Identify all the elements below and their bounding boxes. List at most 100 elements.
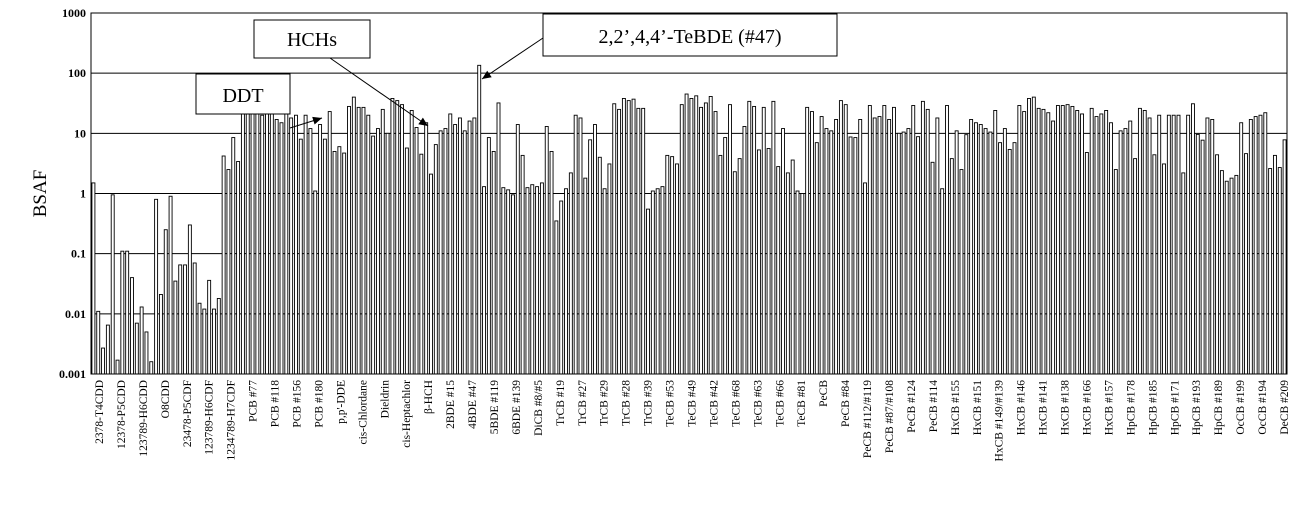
y-axis-title: BSAF: [30, 170, 51, 218]
bar: [1142, 110, 1147, 375]
bar: [139, 306, 144, 375]
x-tick-label: HxCB #141: [1038, 380, 1050, 436]
bar: [1258, 114, 1263, 375]
bar: [689, 97, 694, 375]
x-tick-label: TeCB #42: [708, 380, 720, 427]
tebde-callout-box: [542, 13, 838, 57]
bar: [675, 163, 679, 375]
bar: [694, 95, 699, 375]
bar: [202, 308, 207, 375]
x-tick-label: HpCB #193: [1191, 380, 1203, 436]
bar: [901, 131, 906, 375]
bar: [1123, 128, 1128, 375]
bar: [1200, 139, 1205, 375]
bar: [1191, 103, 1195, 375]
bar: [1027, 97, 1031, 375]
bar: [216, 298, 221, 375]
x-tick-label: β-HCH: [423, 380, 435, 414]
hchs-callout: HCHs: [253, 19, 429, 127]
bar: [761, 106, 766, 375]
bar: [361, 106, 366, 375]
bar: [385, 132, 390, 375]
bar: [723, 137, 728, 375]
bar: [732, 171, 737, 375]
bar: [130, 277, 134, 375]
x-tick-label: TrCB #27: [577, 380, 589, 426]
x-tick-label: 2378-T4CDD: [94, 380, 106, 444]
bar: [568, 172, 573, 375]
bar: [824, 128, 829, 375]
x-tick-label: HxCB #157: [1103, 380, 1115, 436]
bar: [945, 105, 949, 375]
bar: [964, 134, 969, 375]
bar: [602, 188, 607, 375]
bar: [269, 112, 274, 375]
bar: [810, 111, 814, 375]
x-tick-label: 12378-P5CDD: [116, 380, 128, 449]
bar: [477, 64, 482, 375]
tebde-callout-text: 2,2’,4,4’-TeBDE (#47): [599, 26, 782, 48]
bar: [212, 308, 216, 375]
bar: [192, 262, 197, 375]
bar: [443, 128, 448, 375]
bar: [834, 119, 839, 375]
bar: [525, 187, 530, 375]
plot-frame: [90, 12, 1288, 375]
x-tick-label: TeCB #66: [774, 380, 786, 427]
bar: [284, 110, 289, 375]
bar: [1099, 113, 1104, 375]
bar: [978, 124, 983, 375]
bar: [554, 220, 559, 375]
ddt-callout-arrowhead: [312, 116, 322, 125]
bar: [959, 169, 964, 375]
bar: [771, 100, 776, 375]
bar: [1166, 114, 1171, 375]
bar: [988, 131, 993, 375]
bar: [1022, 111, 1027, 375]
bar: [197, 302, 202, 375]
x-tick-label: PeCB: [818, 380, 830, 407]
bar: [265, 108, 269, 375]
bar: [1282, 139, 1287, 375]
bar: [376, 128, 380, 375]
x-tick-label: DeCB #209: [1279, 380, 1291, 435]
bar: [1157, 114, 1162, 375]
bar: [467, 120, 472, 375]
bar: [747, 100, 752, 375]
bar: [110, 194, 115, 375]
tebde-callout-arrow: [481, 37, 544, 80]
bar: [163, 229, 168, 375]
bar: [713, 111, 718, 375]
bar: [882, 105, 887, 375]
bar: [559, 200, 564, 375]
bar: [347, 105, 351, 375]
x-tick-label: TeCB #53: [665, 380, 677, 427]
bar: [1109, 122, 1113, 375]
bar: [993, 110, 998, 375]
x-tick-label: 6BDE #139: [511, 380, 523, 435]
bar: [115, 359, 120, 375]
bar: [843, 104, 848, 375]
y-tick-label: 0.1: [71, 247, 86, 261]
bar: [530, 184, 535, 375]
x-tick-label: 123789-H6CDD: [138, 380, 150, 457]
bar: [800, 193, 805, 375]
bar: [457, 117, 462, 375]
bar: [149, 361, 154, 375]
bar: [641, 107, 646, 375]
bar: [612, 103, 617, 375]
bar: [1084, 152, 1089, 375]
x-tick-label: Dieldrin: [379, 380, 391, 419]
bar: [453, 124, 458, 375]
x-tick-label: PCB #77: [248, 380, 260, 422]
bar: [187, 224, 192, 375]
bar: [583, 177, 588, 375]
bar: [795, 190, 800, 375]
bar: [1113, 169, 1118, 375]
bar: [414, 127, 419, 375]
bar: [226, 169, 231, 375]
bar: [520, 154, 525, 375]
bar: [1046, 112, 1051, 375]
bar: [91, 182, 96, 375]
